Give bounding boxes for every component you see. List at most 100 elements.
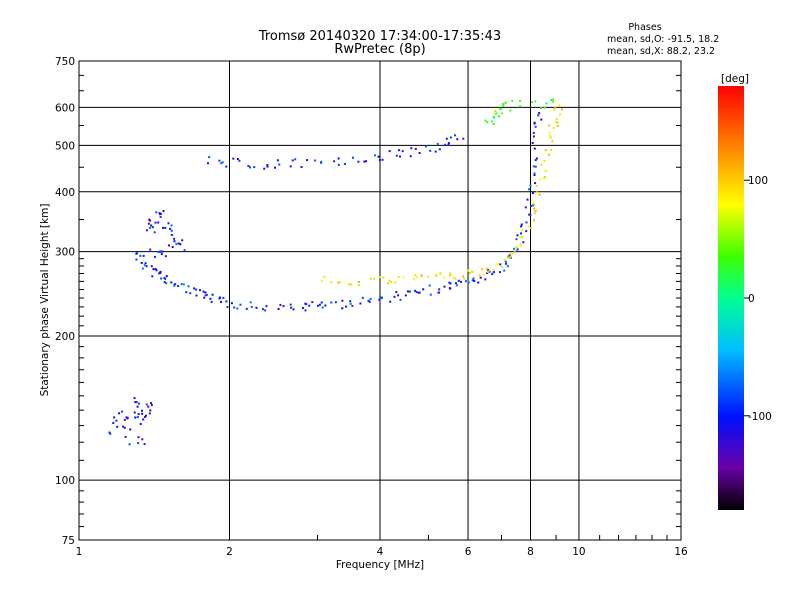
data-point xyxy=(549,136,552,139)
data-point xyxy=(347,283,350,286)
data-point xyxy=(324,304,327,307)
data-point xyxy=(193,287,196,290)
data-point xyxy=(349,300,352,303)
data-point xyxy=(389,300,392,303)
data-point xyxy=(141,438,144,441)
data-point xyxy=(168,244,170,247)
data-point xyxy=(534,210,537,212)
data-point xyxy=(304,302,307,305)
data-point xyxy=(516,248,519,251)
data-point xyxy=(530,205,533,207)
data-point xyxy=(294,158,297,161)
data-point xyxy=(540,107,542,110)
data-point xyxy=(532,192,534,195)
data-point xyxy=(122,425,125,428)
data-point xyxy=(438,148,441,151)
data-point xyxy=(444,143,447,146)
data-point xyxy=(409,155,412,158)
data-point xyxy=(519,244,522,247)
data-point xyxy=(323,275,326,278)
data-point xyxy=(521,236,524,238)
data-point xyxy=(374,154,376,157)
data-point xyxy=(528,213,531,216)
data-point xyxy=(559,113,561,116)
data-point xyxy=(261,308,264,311)
data-point xyxy=(486,270,489,273)
data-point xyxy=(503,259,506,262)
data-point xyxy=(318,303,321,306)
data-point xyxy=(199,289,201,292)
data-point xyxy=(220,162,223,165)
data-point xyxy=(534,100,537,103)
data-point xyxy=(462,137,465,140)
data-point xyxy=(555,118,558,121)
data-point xyxy=(160,277,163,280)
data-point xyxy=(226,306,229,308)
data-point xyxy=(501,103,504,106)
data-point xyxy=(301,307,304,309)
data-point xyxy=(437,291,440,294)
data-point xyxy=(164,255,167,258)
data-point xyxy=(330,281,333,284)
data-point xyxy=(460,280,463,283)
data-point xyxy=(505,262,507,265)
data-point xyxy=(108,431,111,434)
data-point xyxy=(173,240,176,243)
data-point xyxy=(158,212,161,215)
data-point xyxy=(204,294,207,297)
data-point xyxy=(550,99,553,102)
data-point xyxy=(245,307,248,310)
data-point xyxy=(496,263,499,266)
data-point xyxy=(195,294,198,297)
data-point xyxy=(449,287,452,290)
data-point xyxy=(170,229,173,232)
data-point xyxy=(394,281,397,284)
data-point xyxy=(467,269,469,272)
data-point xyxy=(448,281,451,284)
data-point xyxy=(472,277,475,280)
data-point xyxy=(236,158,239,160)
data-point xyxy=(116,425,119,428)
data-point xyxy=(548,153,551,156)
data-point xyxy=(533,219,535,222)
data-point xyxy=(439,272,442,275)
data-point xyxy=(250,305,253,308)
data-point xyxy=(363,160,366,163)
data-point xyxy=(548,124,551,127)
data-point xyxy=(511,99,514,102)
data-point xyxy=(320,161,322,164)
colorbar-tick-label: -100 xyxy=(748,411,772,423)
data-point xyxy=(282,305,285,308)
data-point xyxy=(154,268,157,270)
data-point xyxy=(357,281,360,283)
data-point xyxy=(454,134,456,137)
data-point xyxy=(493,115,496,118)
data-point xyxy=(359,302,362,305)
data-point xyxy=(134,416,137,419)
data-point xyxy=(149,248,152,251)
data-point xyxy=(144,262,147,265)
data-point xyxy=(218,159,221,162)
data-point xyxy=(330,301,333,304)
data-point xyxy=(337,281,340,284)
data-point xyxy=(550,148,553,151)
legend-title: Phases xyxy=(628,22,661,33)
data-point xyxy=(401,150,404,153)
data-point xyxy=(498,271,501,274)
data-point xyxy=(509,253,512,256)
data-point xyxy=(482,273,485,276)
data-point xyxy=(397,275,400,278)
data-point xyxy=(471,270,474,273)
data-point xyxy=(529,184,532,187)
data-point xyxy=(532,135,535,138)
y-tick-label: 600 xyxy=(55,102,75,114)
data-point xyxy=(165,275,168,278)
data-point xyxy=(545,102,548,105)
data-point xyxy=(487,270,490,273)
data-point xyxy=(334,301,337,304)
data-point xyxy=(424,145,427,148)
data-point xyxy=(544,170,547,173)
data-point xyxy=(162,226,164,229)
data-point xyxy=(320,160,323,163)
data-point xyxy=(506,265,509,268)
